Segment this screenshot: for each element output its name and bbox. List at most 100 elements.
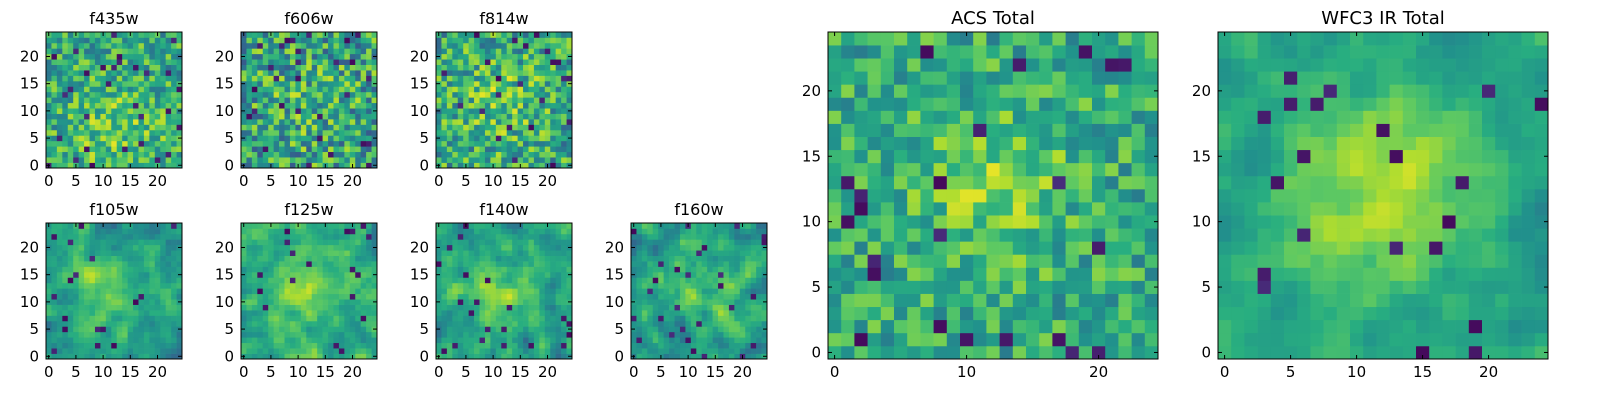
heatmap-cell: [517, 315, 524, 322]
heatmap-cell: [446, 223, 453, 229]
heatmap-cell: [734, 288, 741, 295]
heatmap-cell: [1078, 267, 1093, 281]
heatmap-cell: [371, 282, 378, 289]
heatmap-cell: [506, 108, 513, 114]
heatmap-cell: [56, 342, 63, 349]
heatmap-cell: [474, 239, 480, 246]
heatmap-cell: [463, 75, 469, 82]
heatmap-cell: [84, 223, 90, 229]
heatmap-cell: [528, 119, 535, 125]
heatmap-cell: [701, 261, 708, 267]
heatmap-cell: [317, 119, 323, 125]
heatmap-cell: [501, 244, 508, 251]
heatmap-cell: [523, 282, 529, 289]
heatmap-cell: [446, 135, 453, 142]
heatmap-cell: [165, 223, 172, 229]
heatmap-cell: [501, 157, 508, 163]
heatmap-cell: [685, 288, 692, 295]
heatmap-cell: [750, 244, 757, 251]
heatmap-cell: [122, 299, 128, 305]
heatmap-cell: [690, 299, 697, 305]
heatmap-cell: [501, 331, 508, 338]
heatmap-cell: [446, 32, 453, 38]
heatmap-cell: [257, 119, 264, 125]
heatmap-cell: [452, 53, 459, 60]
heatmap-cell: [165, 59, 172, 65]
heatmap-cell: [171, 299, 177, 305]
heatmap-cell: [46, 277, 52, 284]
heatmap-cell: [512, 337, 518, 344]
heatmap-cell: [273, 266, 280, 273]
heatmap-cell: [328, 233, 334, 240]
heatmap-cell: [371, 293, 378, 300]
heatmap-cell: [366, 250, 372, 256]
heatmap-cell: [490, 233, 497, 240]
heatmap-cell: [533, 310, 540, 316]
heatmap-cell: [468, 151, 475, 158]
heatmap-cell: [371, 124, 378, 131]
heatmap-cell: [728, 348, 735, 354]
heatmap-cell: [171, 250, 177, 256]
heatmap-cell: [89, 80, 96, 87]
y-tick-label: 20: [20, 238, 39, 256]
heatmap-cell: [289, 129, 296, 136]
heatmap-cell: [457, 233, 464, 240]
x-tick-label: 15: [511, 172, 530, 190]
heatmap-cell: [268, 239, 274, 246]
heatmap-cell: [246, 157, 253, 163]
heatmap-cell: [1144, 345, 1159, 360]
heatmap-cell: [463, 228, 469, 235]
heatmap-cell: [338, 223, 345, 229]
heatmap-cell: [1012, 254, 1027, 268]
heatmap-cell: [539, 331, 546, 338]
heatmap-cell: [539, 97, 546, 104]
heatmap-cell: [317, 353, 323, 360]
heatmap-cell: [528, 42, 535, 49]
heatmap-cell: [111, 244, 118, 251]
heatmap-cell: [143, 124, 150, 131]
heatmap-cell: [1052, 319, 1066, 334]
heatmap-cells: [46, 32, 183, 169]
heatmap-cell: [523, 129, 529, 136]
heatmap-cell: [284, 342, 291, 349]
heatmap-cell: [641, 331, 648, 338]
heatmap-cell: [268, 293, 274, 300]
heatmap-cell: [317, 239, 323, 246]
heatmap-cell: [279, 348, 285, 354]
heatmap-cell: [300, 32, 307, 38]
heatmap-cell: [566, 310, 573, 316]
heatmap-cell: [647, 310, 654, 316]
heatmap-cell: [761, 310, 768, 316]
heatmap-cell: [89, 140, 96, 147]
heatmap-cell: [257, 239, 264, 246]
heatmap-cell: [171, 282, 177, 289]
heatmap-cell: [468, 337, 475, 344]
heatmap-cell: [317, 157, 323, 163]
heatmap-cell: [94, 315, 101, 322]
heatmap-cell: [262, 97, 269, 104]
heatmap-cell: [149, 146, 156, 153]
heatmap-cell: [366, 310, 372, 316]
heatmap-cell: [528, 75, 535, 82]
heatmap-cell: [1078, 254, 1093, 268]
heatmap-cell: [446, 250, 453, 256]
heatmap-cell: [550, 135, 557, 142]
heatmap-cell: [154, 293, 161, 300]
heatmap-cell: [544, 244, 551, 251]
heatmap-cell: [550, 239, 557, 246]
heatmap-cell: [484, 97, 491, 104]
heatmap-cell: [355, 75, 362, 82]
heatmap-cell: [246, 97, 253, 104]
heatmap-cell: [1092, 175, 1106, 190]
heatmap-cell: [533, 53, 540, 60]
heatmap-cell: [143, 320, 150, 327]
heatmap-cell: [647, 353, 654, 360]
heatmap-cell: [674, 310, 681, 316]
heatmap-cell: [268, 277, 274, 284]
heatmap-cell: [171, 320, 177, 327]
heatmap-cell: [723, 348, 730, 354]
heatmap-cell: [841, 293, 855, 308]
heatmap-cell: [495, 119, 502, 125]
heatmap-cell: [690, 315, 697, 322]
heatmap-cell: [160, 239, 167, 246]
